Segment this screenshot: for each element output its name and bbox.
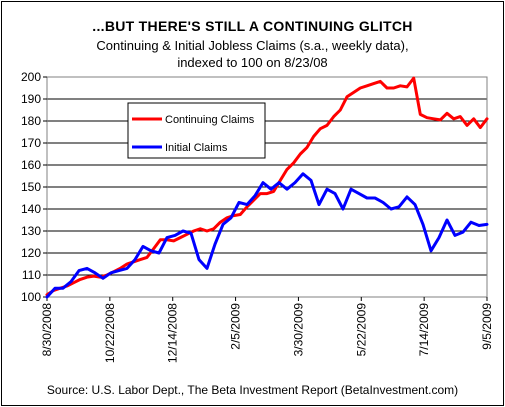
legend-label-continuing-claims: Continuing Claims (165, 114, 255, 126)
x-tick-label: 3/30/2009 (291, 303, 305, 357)
x-tick-label: 9/5/2009 (480, 303, 494, 350)
y-tick-label: 130 (21, 224, 41, 238)
x-tick-label: 10/22/2008 (103, 303, 117, 363)
y-tick-label: 160 (21, 158, 41, 172)
x-tick-label: 8/30/2008 (40, 303, 54, 357)
series-line-continuing-claims (45, 76, 489, 297)
chart-title: ...BUT THERE'S STILL A CONTINUING GLITCH (92, 18, 413, 34)
series-lines (45, 76, 489, 299)
y-tick-label: 140 (21, 202, 41, 216)
y-tick-label: 100 (21, 290, 41, 304)
legend-label-initial-claims: Initial Claims (165, 142, 228, 154)
y-tick-label: 120 (21, 246, 41, 260)
legend: Continuing Claims Initial Claims (127, 102, 266, 159)
x-tick-label: 7/14/2009 (417, 303, 431, 357)
y-tick-label: 150 (21, 180, 41, 194)
legend-box (127, 102, 266, 159)
y-tick-label: 180 (21, 114, 41, 128)
chart-subtitle-line-2: indexed to 100 on 8/23/08 (177, 55, 328, 70)
x-tick-label: 12/14/2008 (166, 303, 180, 363)
y-tick-label: 200 (21, 70, 41, 84)
x-tick-label: 2/5/2009 (229, 303, 243, 350)
series-line-initial-claims (45, 172, 489, 299)
x-tick-label: 5/22/2009 (354, 303, 368, 357)
y-tick-label: 110 (22, 268, 41, 282)
y-tick-label: 190 (21, 92, 41, 106)
chart-subtitle-line-1: Continuing & Initial Jobless Claims (s.a… (96, 38, 409, 53)
axes: 100 110 120 130 140 150 160 170 180 190 200 8/30/20… (21, 70, 494, 363)
chart-source-note: Source: U.S. Labor Dept., The Beta Inves… (46, 383, 459, 397)
y-tick-label: 170 (21, 136, 41, 150)
